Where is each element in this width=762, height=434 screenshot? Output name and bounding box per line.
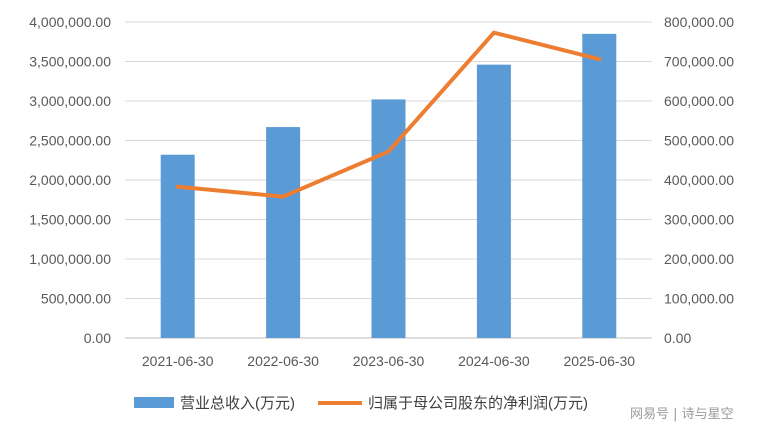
x-axis-ticks: 2021-06-30 2022-06-30 2023-06-30 2024-06-30…: [142, 353, 635, 369]
right-axis-tick-label: 600,000.00: [664, 93, 734, 109]
left-axis-tick-label: 2,000,000.00: [29, 172, 111, 188]
left-axis-tick-label: 3,000,000.00: [29, 93, 111, 109]
left-axis-tick-label: 2,500,000.00: [29, 133, 111, 149]
x-axis-tick-label: 2024-06-30: [458, 353, 530, 369]
legend: 营业总收入(万元) 归属于母公司股东的净利润(万元): [134, 395, 588, 412]
left-axis-tick-label: 1,000,000.00: [29, 251, 111, 267]
x-axis-tick-label: 2023-06-30: [353, 353, 425, 369]
right-axis-tick-label: 300,000.00: [664, 212, 734, 228]
bar: [266, 127, 301, 338]
left-axis-tick-label: 500,000.00: [41, 291, 111, 307]
right-axis-ticks: 0.00 100,000.00 200,000.00 300,000.00 400,00…: [664, 14, 734, 346]
left-axis-tick-label: 0.00: [84, 330, 111, 346]
right-axis-tick-label: 100,000.00: [664, 291, 734, 307]
right-axis-tick-label: 700,000.00: [664, 54, 734, 70]
legend-bar-swatch: [134, 397, 174, 408]
watermark: 网易号 | 诗与星空: [630, 407, 734, 422]
bar-series: [160, 33, 617, 338]
left-axis-tick-label: 1,500,000.00: [29, 212, 111, 228]
legend-bar-label: 营业总收入(万元): [180, 395, 295, 412]
right-axis-tick-label: 500,000.00: [664, 133, 734, 149]
legend-line-label: 归属于母公司股东的净利润(万元): [368, 395, 588, 412]
x-axis-tick-label: 2022-06-30: [247, 353, 319, 369]
right-axis-tick-label: 400,000.00: [664, 172, 734, 188]
bar: [160, 154, 195, 338]
x-axis-tick-label: 2025-06-30: [563, 353, 635, 369]
x-axis-tick-label: 2021-06-30: [142, 353, 214, 369]
right-axis-tick-label: 800,000.00: [664, 14, 734, 30]
bar: [582, 33, 617, 338]
left-axis-tick-label: 4,000,000.00: [29, 14, 111, 30]
bar: [476, 64, 511, 338]
right-axis-tick-label: 200,000.00: [664, 251, 734, 267]
line-series: [175, 30, 602, 199]
right-axis-tick-label: 0.00: [664, 330, 691, 346]
left-axis-ticks: 0.00 500,000.00 1,000,000.00 1,500,000.00 2,…: [29, 14, 111, 346]
left-axis-tick-label: 3,500,000.00: [29, 54, 111, 70]
